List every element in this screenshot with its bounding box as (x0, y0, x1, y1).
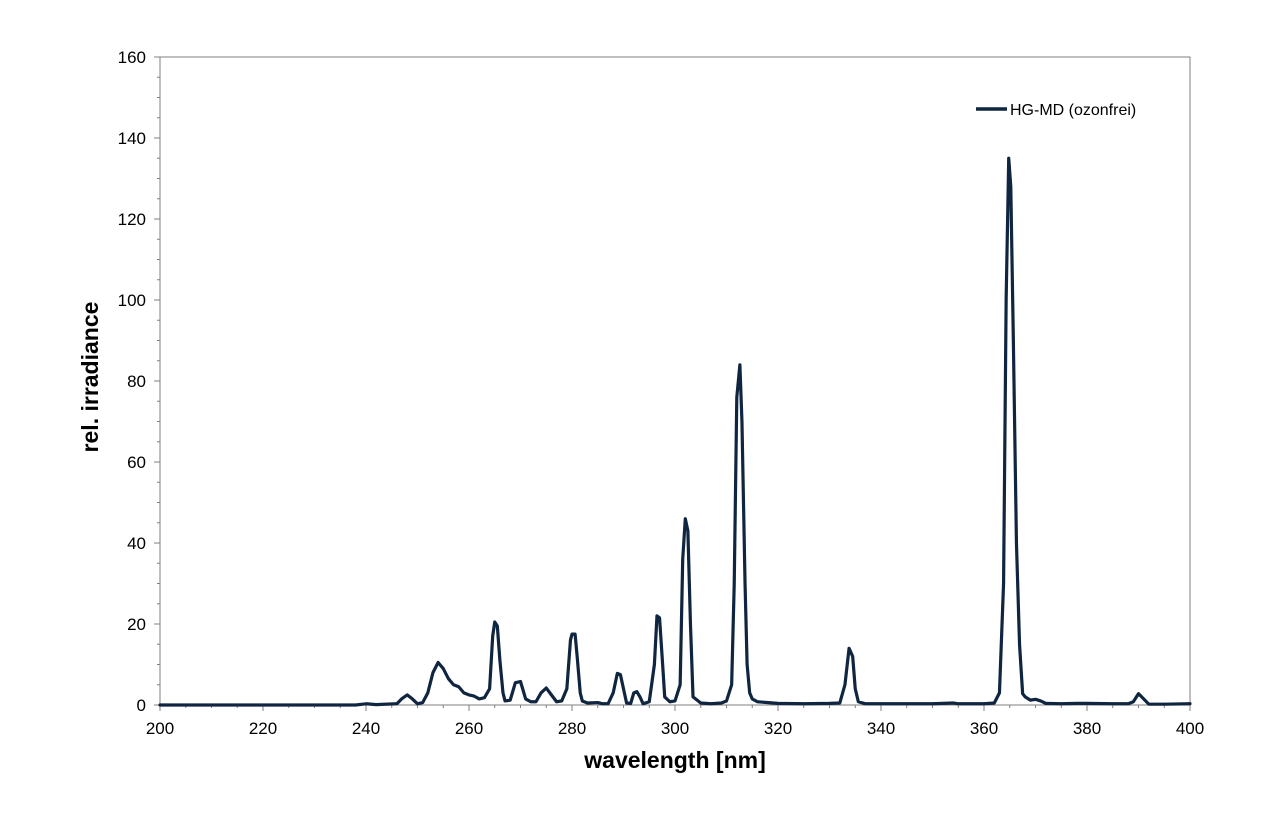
y-tick-label: 100 (118, 291, 146, 310)
x-tick-label: 320 (764, 719, 792, 738)
x-tick-label: 200 (146, 719, 174, 738)
legend-label: HG-MD (ozonfrei) (1010, 102, 1136, 119)
x-tick-label: 380 (1073, 719, 1101, 738)
x-tick-label: 220 (249, 719, 277, 738)
series-line (158, 156, 1192, 707)
y-axis: 0 20 40 60 80 100 120 140 160 (118, 48, 160, 715)
legend: HG-MD (ozonfrei) (976, 102, 1136, 119)
y-tick-label: 0 (137, 696, 146, 715)
x-tick-label: 240 (352, 719, 380, 738)
x-tick-label: 280 (558, 719, 586, 738)
x-tick-label: 340 (867, 719, 895, 738)
x-tick-label: 360 (970, 719, 998, 738)
y-tick-label: 80 (127, 372, 146, 391)
y-tick-label: 60 (127, 453, 146, 472)
series-layer (158, 156, 1192, 707)
x-axis: 200 220 240 260 280 300 320 340 360 380 400 (146, 705, 1204, 738)
y-tick-label: 20 (127, 615, 146, 634)
y-tick-label: 120 (118, 210, 146, 229)
x-axis-title: wavelength [nm] (583, 747, 765, 773)
y-tick-label: 40 (127, 534, 146, 553)
x-tick-label: 260 (455, 719, 483, 738)
y-axis-title: rel. irradiance (77, 302, 103, 453)
y-tick-label: 160 (118, 48, 146, 67)
x-tick-label: 300 (661, 719, 689, 738)
x-tick-label: 400 (1176, 719, 1204, 738)
plot-area (159, 56, 1191, 706)
y-tick-label: 140 (118, 129, 146, 148)
